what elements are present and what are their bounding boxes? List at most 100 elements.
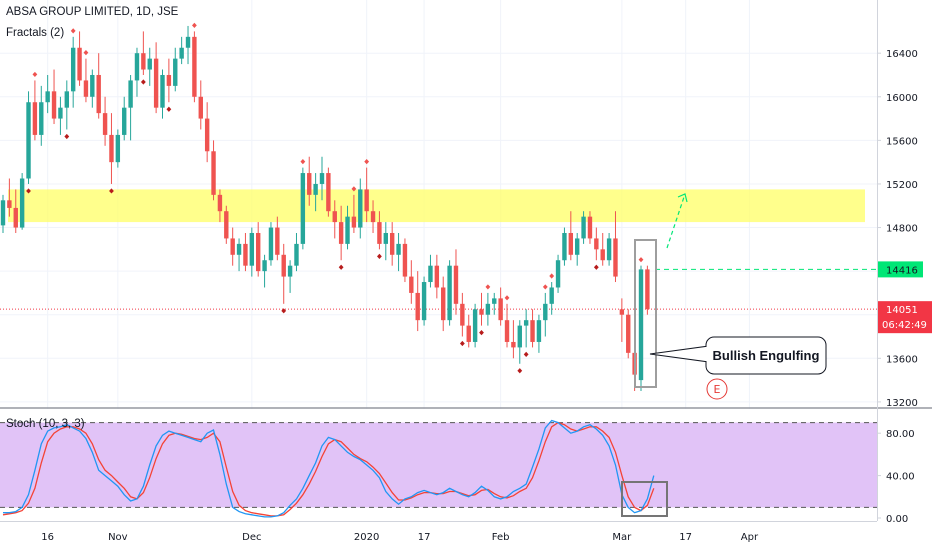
candle-body xyxy=(32,102,38,135)
time-axis-label: Dec xyxy=(242,532,261,543)
price-axis-label: 16000 xyxy=(886,93,918,104)
fractal-up-marker xyxy=(364,159,370,165)
candle-body xyxy=(332,211,337,223)
candle-body xyxy=(262,260,267,272)
fractal-down-marker xyxy=(593,264,599,270)
fractal-up-marker xyxy=(542,284,548,290)
candle-body xyxy=(338,222,344,244)
candle-body xyxy=(0,200,6,226)
candle-body xyxy=(45,91,50,103)
level-price-badge xyxy=(878,261,923,278)
candle-body xyxy=(230,238,235,255)
wave-label-circle xyxy=(706,378,728,400)
fractal-down-marker xyxy=(479,330,484,336)
fractal-down-marker xyxy=(64,133,70,140)
stoch-k-line xyxy=(3,419,655,518)
candle-body xyxy=(294,243,299,266)
candle-body xyxy=(383,232,388,244)
candle-body xyxy=(70,47,76,92)
stoch-d-line xyxy=(2,421,655,517)
time-axis-label: 16 xyxy=(41,532,54,543)
stoch-axis-label: 0.00 xyxy=(886,514,908,525)
candle-body xyxy=(160,74,165,108)
candle-body xyxy=(26,102,31,179)
candle-body xyxy=(460,303,465,326)
callout-text: Bullish Engulfing xyxy=(713,348,820,363)
fractals-indicator-label[interactable]: Fractals (2) xyxy=(6,27,65,39)
candle-body xyxy=(428,265,433,283)
candle-body xyxy=(345,216,350,244)
candle-body xyxy=(351,216,357,228)
candle-body xyxy=(485,303,491,315)
stoch-indicator-label[interactable]: Stoch (10, 3, 3) xyxy=(6,418,85,430)
price-axis-label: 15200 xyxy=(886,180,918,191)
current-price-text: 14051 xyxy=(886,305,918,316)
candle-body xyxy=(396,243,401,255)
candle-body xyxy=(453,265,459,304)
candle-body xyxy=(600,249,605,261)
candle-body xyxy=(249,232,255,266)
candle-body xyxy=(523,320,529,326)
candle-body xyxy=(549,287,554,304)
candle-body xyxy=(562,232,567,261)
candle-body xyxy=(198,96,203,119)
fractal-down-marker xyxy=(459,340,465,347)
fractal-down-marker xyxy=(140,79,146,85)
candle-body xyxy=(243,243,248,266)
candle-body xyxy=(64,91,69,108)
support-zone-rectangle xyxy=(8,189,865,223)
candle-body xyxy=(83,80,89,97)
candle-body xyxy=(409,276,414,293)
price-axis-label: 13200 xyxy=(886,398,918,409)
candle-body xyxy=(421,282,427,321)
candle-body xyxy=(192,36,197,97)
time-axis-label: Nov xyxy=(108,532,128,543)
candle-body xyxy=(307,173,312,195)
stoch-highlight-box xyxy=(621,481,668,517)
candle-body xyxy=(370,211,376,223)
candle-body xyxy=(13,207,18,228)
fractal-up-marker xyxy=(504,295,510,301)
price-axis-label: 15600 xyxy=(886,136,918,147)
candle-body xyxy=(434,265,440,288)
fractal-down-marker xyxy=(166,106,172,112)
candle-body xyxy=(613,238,618,277)
stoch-axis-label: 80.00 xyxy=(886,429,915,440)
candle-body xyxy=(109,134,114,163)
fractal-up-marker xyxy=(192,22,197,28)
stoch-axis-label: 40.00 xyxy=(886,472,915,483)
candle-body xyxy=(543,303,548,321)
time-axis-label: 2020 xyxy=(354,532,379,543)
candle-body xyxy=(128,80,133,108)
candle-body xyxy=(147,58,152,70)
candle-body xyxy=(179,47,184,59)
projection-arrow-line xyxy=(666,196,685,249)
projection-arrow-head xyxy=(677,193,688,203)
candle-body xyxy=(492,298,497,304)
engulfing-highlight-box xyxy=(634,239,657,388)
time-axis-label: Apr xyxy=(741,532,759,543)
candle-body xyxy=(581,216,586,239)
time-axis-label: Mar xyxy=(612,532,632,543)
candle-body xyxy=(319,173,325,184)
fractal-down-marker xyxy=(517,368,523,374)
candle-body xyxy=(606,238,612,261)
candle-body xyxy=(389,232,395,255)
candle-body xyxy=(275,227,280,255)
candle-body xyxy=(326,173,331,212)
candle-body xyxy=(173,58,178,86)
fractal-up-marker xyxy=(83,50,89,56)
candle-body xyxy=(402,243,408,277)
candle-body xyxy=(153,58,159,108)
candle-body xyxy=(58,107,63,119)
candle-body xyxy=(217,194,223,212)
price-axis-label: 14800 xyxy=(886,224,918,235)
time-axis-label: Feb xyxy=(492,532,510,543)
candle-body xyxy=(211,151,216,195)
countdown-text: 06:42:49 xyxy=(882,320,927,331)
candle-body xyxy=(517,325,522,348)
fractal-up-marker xyxy=(638,257,644,263)
fractal-up-marker xyxy=(485,284,491,290)
